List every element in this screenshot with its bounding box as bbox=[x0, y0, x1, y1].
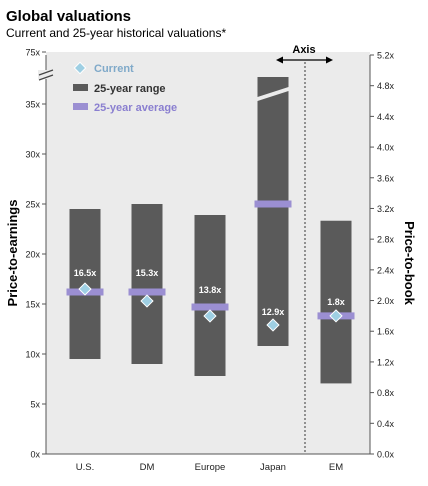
y-axis-right-tick-label: 2.4x bbox=[377, 265, 395, 275]
y-axis-right-tick-label: 5.2x bbox=[377, 51, 395, 61]
y-axis-left-break-label: 75x bbox=[25, 48, 40, 58]
legend: Current 25-year range 25-year average bbox=[73, 61, 177, 114]
range-bar bbox=[194, 215, 226, 376]
axis-indicator-arrow-right bbox=[326, 56, 333, 64]
current-marker bbox=[266, 318, 280, 332]
bars-layer: 16.5x 15.3x 13.8x 12.9x 1.8x bbox=[66, 77, 355, 384]
y-axis-left-tick-label: 0x bbox=[30, 450, 40, 460]
current-marker bbox=[329, 309, 343, 323]
y-axis-right-label: Price-to-book bbox=[402, 221, 417, 306]
y-axis-right-tick-label: 2.0x bbox=[377, 296, 395, 306]
y-axis-left-tick-label: 15x bbox=[25, 300, 40, 310]
x-axis-tick-label: DM bbox=[140, 462, 155, 473]
current-marker bbox=[203, 309, 217, 323]
legend-average-label: 25-year average bbox=[94, 102, 177, 114]
legend-range-label: 25-year range bbox=[94, 83, 166, 95]
y-axis-left-label: Price-to-earnings bbox=[5, 200, 20, 307]
axis-break-gap bbox=[38, 70, 54, 79]
y-axis-left-tick-label: 30x bbox=[25, 150, 40, 160]
average-marker bbox=[191, 303, 229, 311]
range-bar bbox=[320, 220, 352, 384]
range-bar-break bbox=[257, 87, 289, 101]
average-marker bbox=[254, 200, 292, 208]
y-axis-right-tick-label: 4.4x bbox=[377, 112, 395, 122]
y-axis-right-tick-label: 4.8x bbox=[377, 81, 395, 91]
axis-indicator-arrow-left bbox=[276, 56, 283, 64]
legend-range-swatch bbox=[73, 84, 88, 91]
legend-average-swatch bbox=[73, 103, 88, 110]
y-axis-left-tick-label: 35x bbox=[25, 100, 40, 110]
y-axis-left-tick-label: 5x bbox=[30, 400, 40, 410]
range-bar bbox=[257, 77, 289, 346]
y-axis-right-tick-label: 2.8x bbox=[377, 235, 395, 245]
current-value-label: 16.5x bbox=[74, 268, 97, 278]
y-axis-right-tick-label: 1.2x bbox=[377, 357, 395, 367]
y-axis-left-tick-label: 10x bbox=[25, 350, 40, 360]
current-marker bbox=[140, 294, 154, 308]
axis-break-mark bbox=[38, 69, 54, 76]
axis-indicator-label: Axis bbox=[292, 44, 315, 56]
current-value-label: 13.8x bbox=[199, 285, 222, 295]
x-axis-tick-label: U.S. bbox=[76, 462, 94, 473]
range-bar bbox=[131, 204, 163, 364]
y-axis-right-tick-label: 3.2x bbox=[377, 204, 395, 214]
x-axis-tick-label: EM bbox=[329, 462, 343, 473]
current-value-label: 12.9x bbox=[262, 307, 285, 317]
chart-title: Global valuations bbox=[6, 8, 131, 25]
y-axis-right-tick-label: 4.0x bbox=[377, 143, 395, 153]
average-marker bbox=[128, 288, 166, 296]
x-axis-tick-label: Europe bbox=[195, 462, 226, 473]
current-marker bbox=[78, 282, 92, 296]
legend-current-label: Current bbox=[94, 63, 134, 75]
axes-layer: 0x 5x 10x 15x 20x 25x 30x 35x 75x 0.0x 0.4x 0.8x 1.2… bbox=[25, 44, 394, 473]
legend-current-swatch bbox=[73, 61, 87, 75]
x-axis-tick-label: Japan bbox=[260, 462, 286, 473]
axis-break-mark bbox=[38, 74, 54, 81]
y-axis-left-tick-label: 20x bbox=[25, 250, 40, 260]
y-axis-left-tick-label: 25x bbox=[25, 200, 40, 210]
y-axis-right-tick-label: 0.0x bbox=[377, 450, 395, 460]
y-axis-right-tick-label: 0.8x bbox=[377, 388, 395, 398]
y-axis-right-tick-label: 1.6x bbox=[377, 327, 395, 337]
y-axis-right-tick-label: 3.6x bbox=[377, 173, 395, 183]
current-value-label: 1.8x bbox=[327, 297, 345, 307]
chart-subtitle: Current and 25-year historical valuation… bbox=[6, 26, 226, 40]
y-axis-right-tick-label: 0.4x bbox=[377, 419, 395, 429]
current-value-label: 15.3x bbox=[136, 268, 159, 278]
